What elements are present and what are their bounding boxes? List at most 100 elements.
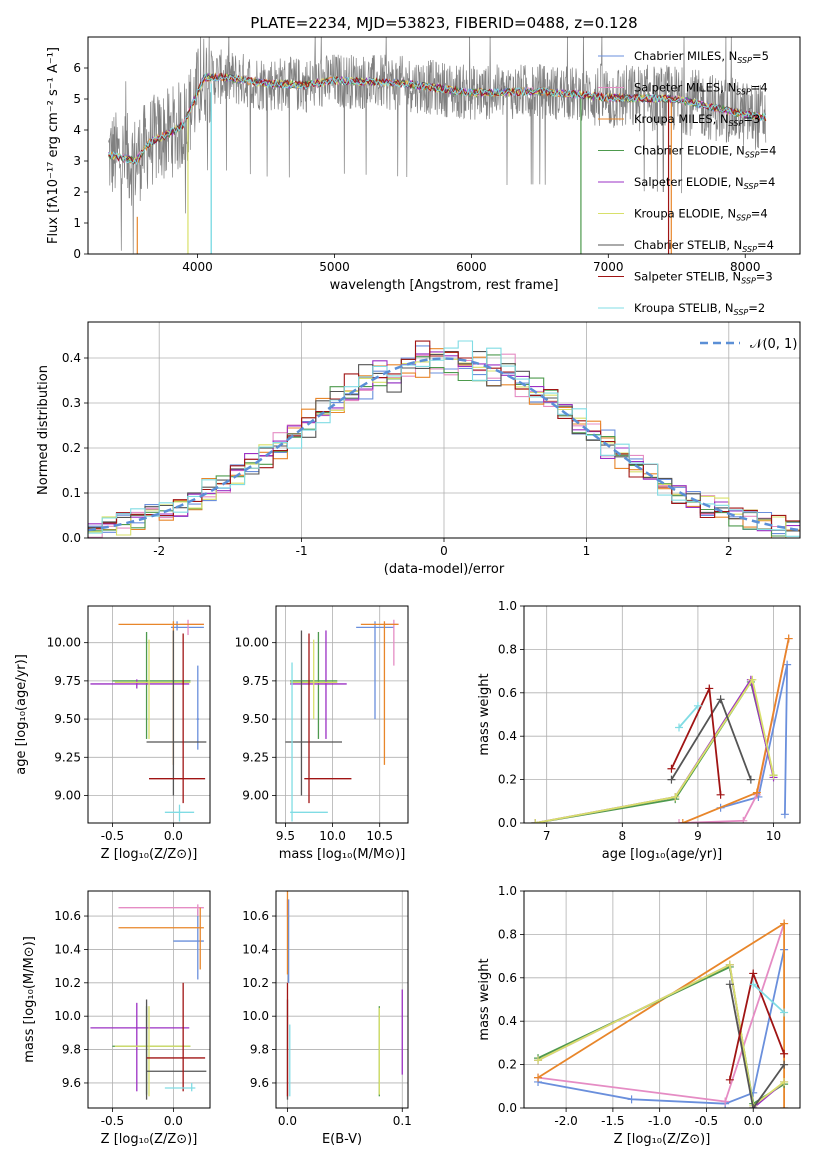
legend-value: =4 <box>751 81 768 95</box>
weight-marker-krou_elodie <box>671 792 680 801</box>
x-tick-label: 5000 <box>319 260 350 274</box>
legend-normal-label: 𝒩(0, 1) <box>750 337 797 352</box>
y-axis-label: Flux [fλ10⁻¹⁷ erg cm⁻² s⁻¹ A⁻¹] <box>46 47 61 244</box>
y-tick-label: 0.6 <box>498 686 517 700</box>
x-tick-label: 1 <box>583 544 591 558</box>
panel-age_vs_mass: 9.5 10.0 10.5 9.00 9.25 9.50 9.75 10.00 mass [lo… <box>235 605 409 862</box>
y-tick-label: 9.8 <box>62 1043 81 1057</box>
weight-marker-krou_elodie <box>534 1056 543 1065</box>
weight-marker-krou_stelib <box>675 723 684 732</box>
y-tick-label: 1 <box>73 216 81 230</box>
y-tick-label: 10.4 <box>242 942 269 956</box>
x-tick-label: 0.0 <box>164 1114 183 1128</box>
y-tick-label: 9.50 <box>242 712 269 726</box>
weight-marker-krou_miles <box>780 1104 789 1108</box>
legend-label: Kroupa ELODIE, NSSP=4 <box>634 207 768 223</box>
weight-marker-chab_stelib <box>725 980 734 989</box>
x-tick-label: 2 <box>725 544 733 558</box>
figure-title: PLATE=2234, MJD=53823, FIBERID=0488, z=0… <box>250 14 637 32</box>
y-tick-label: 9.6 <box>62 1076 81 1090</box>
weight-line-krou_stelib <box>678 705 699 729</box>
y-tick-label: 10.6 <box>242 909 269 923</box>
legend-label: Chabrier STELIB, NSSP=4 <box>634 238 774 254</box>
y-tick-label: 10.6 <box>54 909 81 923</box>
x-tick-label: 10 <box>766 829 781 843</box>
axes-frame <box>87 321 801 539</box>
weight-marker-chab_stelib <box>746 775 755 784</box>
panel-weight_vs_Z: -2.0 -1.5 -1.0 -0.5 0.0 0.0 0.2 0.4 0.6 0.8 1.0 Z [… <box>477 884 801 1147</box>
legend-value: =5 <box>752 49 769 63</box>
plot-area <box>276 606 408 823</box>
legend-subscript: SSP <box>736 214 751 223</box>
y-axis-label: age [log₁₀(age/yr)] <box>14 654 29 775</box>
y-tick-label: 0.4 <box>498 1014 517 1028</box>
x-tick-label: 0.1 <box>393 1114 412 1128</box>
x-tick-label: 0.0 <box>164 829 183 843</box>
legend-subscript: SSP <box>742 245 757 254</box>
x-axis-label: wavelength [Angstrom, rest frame] <box>330 278 559 293</box>
x-tick-label: 0.0 <box>744 1114 763 1128</box>
y-tick-label: 1.0 <box>498 599 517 613</box>
x-tick-label: 8 <box>618 829 626 843</box>
legend-label: Salpeter STELIB, NSSP=3 <box>634 270 773 286</box>
y-tick-label: 0.0 <box>62 531 81 545</box>
x-tick-label: -0.5 <box>101 1114 124 1128</box>
y-tick-label: 2 <box>73 185 81 199</box>
legend-label: Salpeter ELODIE, NSSP=4 <box>634 175 775 191</box>
x-tick-label: -1.5 <box>601 1114 624 1128</box>
y-tick-label: 10.4 <box>54 942 81 956</box>
y-tick-label: 4 <box>73 123 81 137</box>
x-axis-label: Z [log₁₀(Z/Z⊙)] <box>101 847 198 862</box>
y-tick-label: 3 <box>73 154 81 168</box>
y-tick-label: 6 <box>73 61 81 75</box>
y-tick-label: 0.2 <box>498 1058 517 1072</box>
weight-marker-chab_stelib <box>667 775 676 784</box>
y-tick-label: 1.0 <box>498 884 517 898</box>
x-tick-label: -2 <box>153 544 165 558</box>
legend-subscript: SSP <box>736 88 751 97</box>
weight-marker-salp_miles <box>721 1097 730 1106</box>
legend-subscript: SSP <box>745 151 760 160</box>
weight-marker-salp_stelib <box>705 684 714 693</box>
legend-subscript: SSP <box>734 308 749 317</box>
panel-mass_vs_ebv: 0.0 0.1 9.6 9.8 10.0 10.2 10.4 10.6 E(B-V) <box>242 890 412 1147</box>
plot-layer: 4000 5000 6000 7000 8000 0 1 2 3 4 5 6 wavelength [A… <box>14 36 801 1147</box>
weight-line-krou_elodie <box>537 963 785 1108</box>
weight-marker-krou_stelib <box>693 701 702 710</box>
plot-area <box>524 606 800 823</box>
y-tick-label: 9.25 <box>54 750 81 764</box>
y-tick-label: 10.2 <box>54 976 81 990</box>
y-tick-label: 0.4 <box>62 351 81 365</box>
y-tick-label: 9.00 <box>54 788 81 802</box>
weight-marker-chab_miles <box>783 660 792 669</box>
y-tick-label: 9.50 <box>54 712 81 726</box>
legend-value: =4 <box>760 144 777 158</box>
x-tick-label: 9 <box>694 829 702 843</box>
weight-marker-salp_stelib <box>725 1075 734 1084</box>
weight-marker-salp_stelib <box>716 790 725 799</box>
x-tick-label: -0.5 <box>101 829 124 843</box>
x-axis-label: E(B-V) <box>322 1132 362 1147</box>
axes-frame <box>87 605 211 824</box>
axes-frame <box>87 36 801 255</box>
x-tick-label: 9.5 <box>276 829 295 843</box>
weight-line-krou_stelib <box>752 983 785 1014</box>
observed-spectrum-line <box>108 37 767 254</box>
weight-marker-salp_miles <box>739 816 748 823</box>
x-axis-label: mass [log₁₀(M/M⊙)] <box>279 847 406 862</box>
x-tick-label: 10.0 <box>319 829 346 843</box>
panel-mass_vs_Z: -0.5 0.0 9.6 9.8 10.0 10.2 10.4 10.6 Z [log₁₀(Z/… <box>22 890 211 1147</box>
y-axis-label: mass weight <box>477 673 492 755</box>
weight-marker-salp_miles <box>675 819 684 823</box>
x-tick-label: 8000 <box>730 260 761 274</box>
legend-subscript: SSP <box>729 119 744 128</box>
model-spectrum-krou_stelib <box>108 72 767 166</box>
y-tick-label: 0.8 <box>498 642 517 656</box>
legend-value: =4 <box>757 238 774 252</box>
histogram-krou_stelib <box>88 340 800 537</box>
y-tick-label: 0.4 <box>498 729 517 743</box>
y-tick-label: 0.6 <box>498 971 517 985</box>
y-tick-label: 9.8 <box>250 1043 269 1057</box>
weight-marker-krou_stelib <box>780 1008 789 1017</box>
